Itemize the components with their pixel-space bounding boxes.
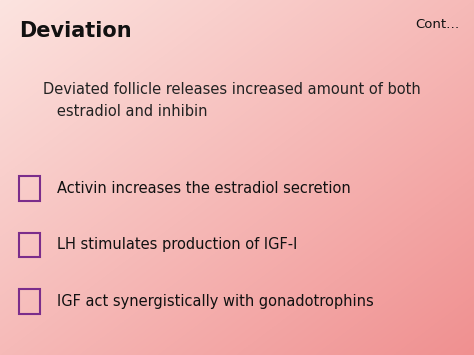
Text: Activin increases the estradiol secretion: Activin increases the estradiol secretio… bbox=[57, 181, 351, 196]
Text: Deviation: Deviation bbox=[19, 21, 132, 41]
Text: Cont…: Cont… bbox=[416, 18, 460, 31]
Text: IGF act synergistically with gonadotrophins: IGF act synergistically with gonadotroph… bbox=[57, 294, 374, 309]
Text: Deviated follicle releases increased amount of both
   estradiol and inhibin: Deviated follicle releases increased amo… bbox=[43, 82, 420, 119]
Text: LH stimulates production of IGF-I: LH stimulates production of IGF-I bbox=[57, 237, 297, 252]
